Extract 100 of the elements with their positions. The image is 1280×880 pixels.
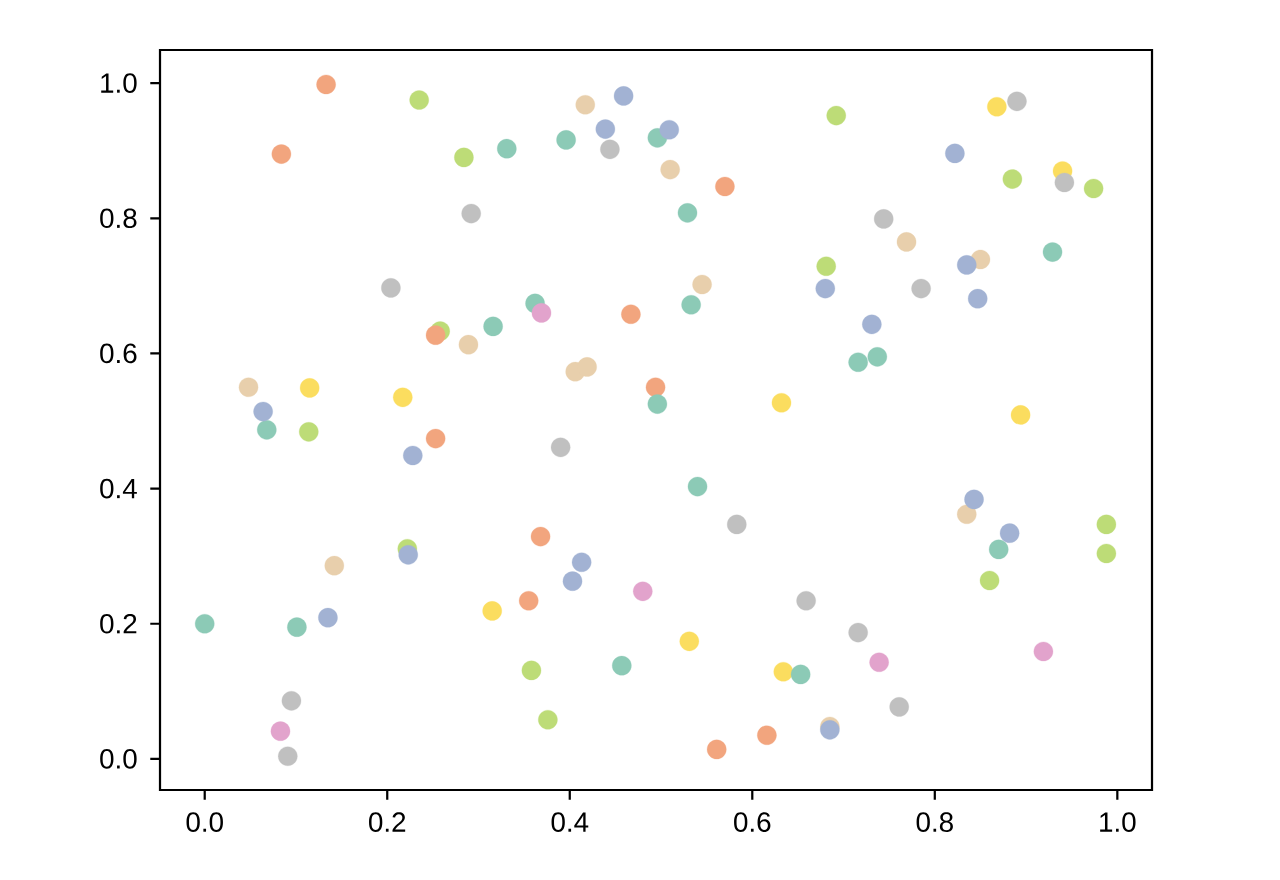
point — [1054, 172, 1075, 193]
point — [862, 314, 882, 335]
point — [271, 144, 292, 164]
point — [403, 445, 423, 466]
point — [715, 176, 735, 197]
point — [896, 232, 917, 252]
point — [281, 691, 302, 711]
point — [299, 378, 320, 398]
point — [497, 138, 517, 159]
point — [945, 143, 965, 164]
point — [398, 545, 418, 565]
point — [621, 304, 641, 324]
point — [194, 614, 215, 634]
point — [600, 139, 620, 160]
point — [773, 662, 794, 682]
point — [964, 489, 984, 510]
point — [790, 664, 811, 685]
point — [425, 428, 446, 449]
point — [538, 709, 558, 730]
point — [681, 295, 701, 315]
point — [1002, 169, 1023, 189]
point — [287, 617, 307, 637]
point — [771, 393, 792, 413]
point — [967, 288, 988, 309]
point — [393, 387, 413, 408]
point — [531, 303, 552, 323]
x-tick-label: 0.0 — [186, 812, 223, 832]
point — [1042, 242, 1063, 262]
point — [257, 420, 277, 440]
point — [979, 570, 1000, 591]
point — [483, 316, 503, 337]
point — [316, 74, 336, 95]
point — [647, 394, 668, 414]
point — [409, 90, 429, 110]
point — [458, 334, 479, 355]
point — [816, 256, 836, 276]
point — [1096, 543, 1117, 564]
point — [796, 591, 816, 611]
point — [999, 523, 1020, 543]
point — [869, 652, 889, 672]
point — [679, 631, 700, 652]
point — [727, 514, 747, 535]
point — [253, 401, 273, 422]
point — [677, 203, 698, 223]
x-tick-label: 0.8 — [916, 812, 953, 832]
x-tick-label: 0.2 — [369, 812, 406, 832]
y-tick-label: 0.2 — [100, 613, 137, 634]
point — [633, 581, 653, 602]
point — [957, 504, 977, 524]
x-tick-label: 1.0 — [1100, 812, 1136, 832]
point — [757, 725, 777, 745]
point — [815, 278, 836, 299]
point — [987, 97, 1007, 117]
point — [706, 739, 727, 760]
y-tick-label: 0.8 — [100, 208, 137, 229]
point — [595, 119, 616, 139]
point — [461, 203, 481, 224]
point — [425, 325, 446, 345]
point — [482, 601, 502, 621]
point — [911, 278, 931, 299]
point — [556, 130, 576, 150]
point — [957, 255, 977, 275]
point — [848, 622, 868, 643]
point — [575, 95, 595, 115]
point — [889, 697, 909, 717]
point — [645, 377, 666, 397]
point — [518, 591, 539, 611]
point — [454, 147, 474, 168]
point — [873, 209, 894, 229]
point — [318, 607, 338, 628]
point — [612, 655, 632, 676]
point — [687, 476, 708, 497]
point — [1007, 91, 1027, 112]
point — [867, 347, 888, 367]
point — [613, 86, 634, 106]
point — [692, 274, 712, 295]
point — [988, 539, 1009, 560]
point — [660, 159, 680, 180]
point — [324, 555, 345, 576]
point — [278, 746, 298, 766]
point — [1033, 641, 1054, 662]
point — [1010, 405, 1031, 425]
point — [1096, 514, 1117, 535]
point — [238, 377, 259, 397]
point — [562, 571, 583, 591]
point — [571, 552, 592, 572]
point — [826, 105, 846, 126]
point — [530, 526, 551, 547]
x-tick-label: 0.4 — [551, 812, 589, 832]
x-tick-label: 0.6 — [734, 812, 771, 832]
point — [1083, 178, 1104, 199]
y-tick-label: 0.6 — [100, 343, 137, 364]
point — [550, 437, 571, 458]
point — [659, 120, 679, 140]
y-tick-label: 1.0 — [101, 73, 137, 93]
point — [577, 357, 597, 377]
point — [299, 422, 319, 442]
point — [521, 660, 542, 681]
y-tick-label: 0.0 — [100, 749, 137, 769]
point — [270, 721, 291, 741]
